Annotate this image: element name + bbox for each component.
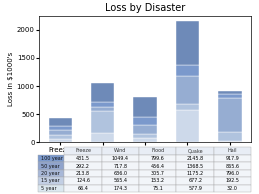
- Bar: [91, 83, 114, 102]
- Bar: [218, 141, 242, 142]
- Bar: [176, 110, 199, 142]
- Bar: [133, 117, 157, 125]
- Title: Loss by Disaster: Loss by Disaster: [105, 3, 185, 13]
- Bar: [218, 94, 242, 98]
- Bar: [176, 21, 199, 65]
- Bar: [176, 65, 199, 76]
- Bar: [218, 98, 242, 132]
- Bar: [48, 135, 72, 139]
- Bar: [176, 104, 199, 110]
- Bar: [133, 97, 157, 117]
- Bar: [91, 111, 114, 133]
- Bar: [48, 118, 72, 126]
- Bar: [48, 130, 72, 135]
- Bar: [133, 125, 157, 134]
- Bar: [133, 134, 157, 138]
- Bar: [218, 132, 242, 141]
- Bar: [176, 76, 199, 104]
- Bar: [133, 138, 157, 142]
- Bar: [91, 102, 114, 107]
- Bar: [48, 139, 72, 142]
- Bar: [218, 91, 242, 94]
- Bar: [91, 107, 114, 111]
- Bar: [91, 133, 114, 142]
- Bar: [48, 126, 72, 130]
- Y-axis label: Loss in $1000's: Loss in $1000's: [8, 52, 14, 106]
